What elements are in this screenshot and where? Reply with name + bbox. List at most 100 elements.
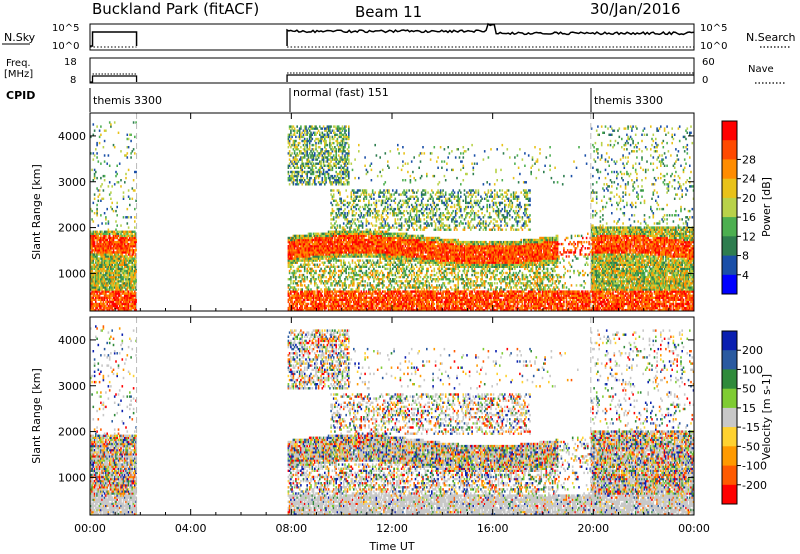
data-cell — [297, 251, 300, 254]
data-cell — [108, 269, 111, 273]
data-cell — [121, 288, 124, 291]
data-cell — [379, 294, 381, 297]
data-cell — [122, 251, 125, 254]
data-cell — [295, 154, 297, 157]
data-cell — [93, 238, 96, 242]
data-cell — [310, 302, 312, 306]
data-cell — [293, 261, 296, 264]
data-cell — [330, 214, 332, 217]
data-cell — [106, 294, 108, 297]
data-cell — [306, 242, 308, 246]
data-cell — [135, 121, 137, 124]
data-cell — [107, 249, 110, 252]
data-cell — [122, 302, 125, 306]
data-cell — [364, 286, 366, 289]
data-cell — [131, 296, 134, 299]
data-cell — [337, 300, 340, 304]
data-cell — [98, 304, 101, 308]
data-cell — [129, 251, 131, 254]
data-cell — [130, 275, 132, 279]
data-cell — [130, 304, 132, 308]
data-cell — [327, 249, 330, 252]
data-cell — [331, 284, 334, 287]
data-cell — [105, 255, 107, 258]
data-cell — [93, 245, 96, 248]
data-cell — [312, 298, 315, 301]
data-cell — [121, 238, 124, 242]
data-cell — [319, 302, 321, 306]
data-cell — [124, 259, 126, 262]
data-cell — [298, 152, 301, 155]
data-cell — [322, 296, 325, 299]
data-cell — [311, 158, 314, 161]
data-cell — [334, 302, 336, 306]
nsky-tick-top: 10^5 — [52, 23, 79, 34]
data-cell — [92, 236, 95, 240]
data-cell — [303, 298, 306, 301]
data-cell — [301, 278, 303, 281]
data-cell — [311, 152, 314, 155]
data-cell — [340, 156, 342, 159]
data-cell — [288, 238, 291, 242]
data-cell — [303, 253, 306, 256]
data-cell — [127, 247, 130, 250]
data-cell — [287, 261, 290, 264]
data-cell — [110, 257, 112, 260]
data-cell — [96, 292, 98, 295]
data-cell — [301, 131, 303, 134]
data-cell — [340, 197, 342, 200]
data-cell — [315, 236, 317, 240]
data-cell — [329, 129, 331, 132]
data-cell — [305, 240, 307, 244]
data-cell — [91, 288, 93, 291]
data-cell — [102, 269, 105, 273]
data-cell — [303, 141, 306, 145]
data-cell — [325, 253, 327, 256]
data-cell — [348, 152, 350, 155]
data-cell — [370, 209, 373, 213]
data-cell — [312, 302, 315, 306]
data-cell — [301, 238, 303, 242]
data-cell — [96, 156, 98, 159]
data-cell — [131, 294, 134, 297]
data-cell — [321, 179, 324, 182]
data-cell — [360, 212, 363, 215]
data-cell — [102, 197, 105, 200]
data-cell — [321, 166, 324, 169]
data-cell — [337, 191, 340, 194]
data-cell — [308, 143, 311, 147]
data-cell — [310, 232, 312, 235]
data-cell — [310, 137, 312, 141]
data-cell — [122, 257, 125, 260]
data-cell — [91, 236, 93, 240]
data-cell — [311, 267, 314, 271]
data-cell — [92, 296, 95, 299]
data-cell — [120, 236, 122, 240]
data-cell — [131, 240, 134, 244]
data-cell — [102, 302, 105, 306]
data-cell — [307, 294, 310, 297]
data-cell — [96, 306, 98, 310]
data-cell — [129, 294, 131, 297]
data-cell — [295, 278, 297, 281]
data-cell — [112, 292, 115, 295]
data-cell — [91, 249, 93, 252]
data-cell — [102, 292, 105, 295]
data-cell — [102, 286, 105, 289]
data-cell — [120, 288, 122, 291]
data-cell — [91, 306, 93, 310]
data-cell — [335, 308, 337, 312]
data-cell — [106, 300, 108, 304]
data-cell — [132, 269, 135, 273]
data-cell — [300, 125, 302, 128]
data-cell — [290, 278, 292, 281]
data-cell — [288, 308, 291, 312]
data-cell — [129, 249, 131, 252]
data-cell — [287, 286, 290, 289]
data-cell — [107, 220, 110, 223]
data-cell — [110, 197, 112, 200]
data-cell — [91, 292, 93, 295]
data-cell — [348, 209, 350, 213]
data-cell — [287, 257, 290, 260]
data-cell — [106, 302, 108, 306]
